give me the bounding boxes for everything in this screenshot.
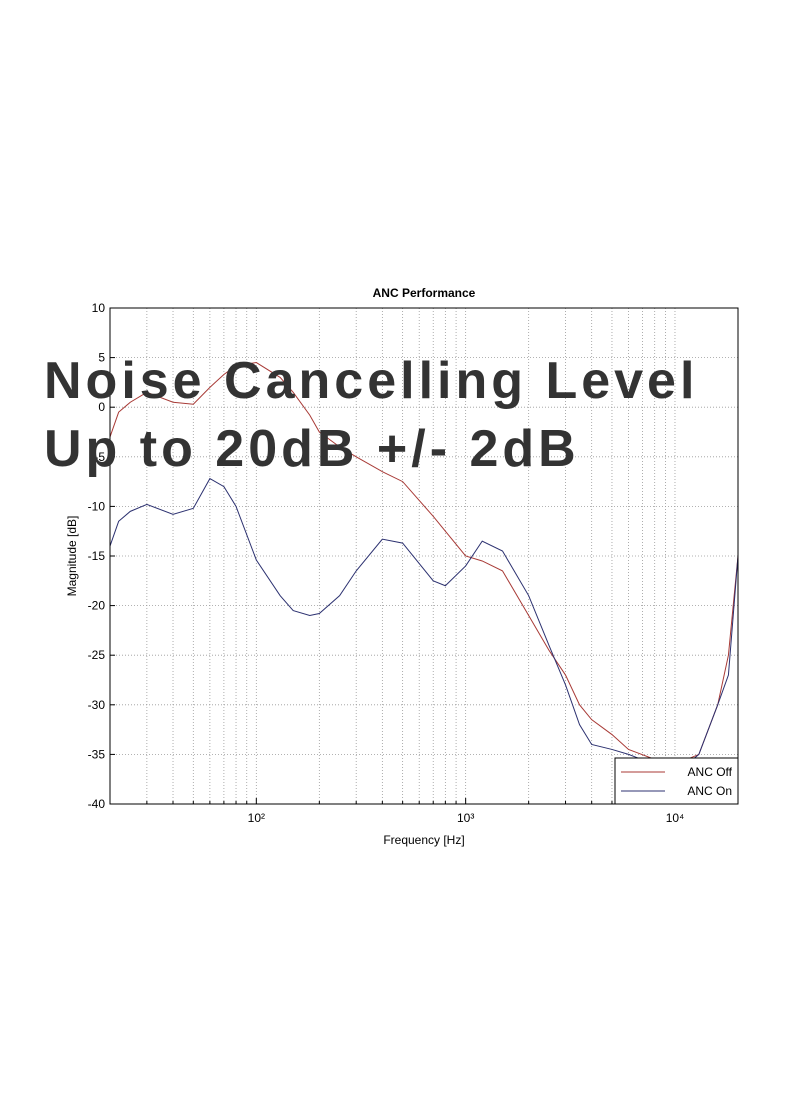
x-tick-label: 10²	[248, 811, 265, 825]
y-tick-label: -25	[88, 648, 106, 662]
y-tick-label: -5	[94, 450, 105, 464]
y-tick-label: -35	[88, 747, 106, 761]
y-tick-label: 10	[92, 301, 106, 315]
legend-label: ANC On	[687, 784, 732, 798]
subheadline: Up to 20dB +/- 2dB	[44, 420, 580, 478]
y-tick-label: -20	[88, 599, 106, 613]
plot: -40 -35 -30 -25 -20 -15 -10 -5 0 5 10 10² 10³ 10⁴	[88, 301, 739, 825]
y-tick-label: -40	[88, 797, 106, 811]
x-tick-label: 10³	[457, 811, 474, 825]
series-line	[109, 362, 739, 765]
y-tick-label: -30	[88, 698, 106, 712]
x-tick-label: 10⁴	[666, 811, 685, 825]
x-axis-label: Frequency [Hz]	[383, 833, 464, 847]
y-tick-label: 5	[98, 351, 105, 365]
y-tick-label: 0	[98, 400, 105, 414]
legend-box	[614, 757, 739, 805]
legend: ANC Off ANC On	[614, 757, 739, 805]
y-tick-label: -15	[88, 549, 106, 563]
headline: Noise Cancelling Level	[44, 352, 698, 410]
legend-label: ANC Off	[688, 765, 733, 779]
y-axis-label: Magnitude [dB]	[65, 516, 79, 597]
plot-frame	[109, 307, 739, 805]
series-line	[109, 477, 739, 775]
chart-title: ANC Performance	[373, 286, 476, 300]
y-tick-label: -10	[88, 499, 106, 513]
